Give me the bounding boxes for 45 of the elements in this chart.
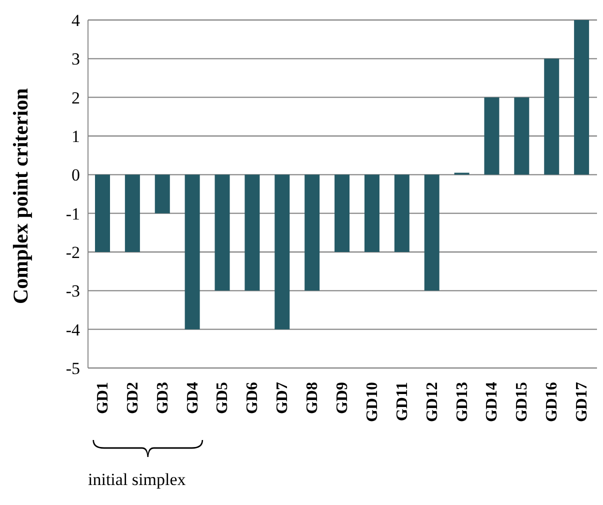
y-tick-label: 2 — [72, 88, 80, 108]
x-tick-label: GD16 — [544, 382, 561, 422]
bar — [574, 20, 590, 175]
x-tick-label: GD6 — [244, 382, 262, 414]
bar — [124, 174, 140, 252]
y-axis-title: Complex point criterion — [8, 88, 32, 304]
y-tick-label: -5 — [66, 359, 80, 378]
y-tick-label: -2 — [66, 243, 80, 262]
y-tick-label: 0 — [72, 166, 80, 185]
x-tick-label: GD4 — [184, 382, 202, 414]
x-tick-label: GD5 — [214, 382, 232, 414]
x-tick-label: GD13 — [454, 382, 471, 422]
y-tick-label: -4 — [66, 320, 80, 340]
bar — [274, 174, 290, 330]
x-tick-label: GD12 — [424, 382, 441, 422]
x-tick-label: GD2 — [124, 382, 142, 414]
bar — [484, 97, 500, 175]
bar — [394, 174, 410, 252]
x-tick-label: GD1 — [94, 382, 112, 414]
x-tick-label: GD3 — [154, 382, 172, 414]
bar — [304, 174, 320, 291]
x-tick-label: GD11 — [394, 382, 411, 422]
bar — [214, 174, 230, 291]
x-tick-label: GD9 — [334, 382, 351, 414]
text: initial simplex — [88, 470, 186, 489]
bar — [514, 97, 530, 175]
bar — [334, 174, 350, 252]
x-tick-label: GD7 — [274, 382, 292, 414]
y-tick-label: 1 — [72, 127, 80, 146]
x-tick-label: GD10 — [364, 382, 381, 422]
y-tick-label: 3 — [72, 50, 80, 69]
x-tick-label: GD14 — [484, 382, 501, 422]
x-tick-label: GD8 — [304, 382, 322, 414]
bar — [184, 174, 200, 330]
bar — [95, 174, 110, 252]
bar — [424, 174, 440, 291]
x-tick-label: GD15 — [514, 382, 531, 422]
bar — [154, 174, 170, 214]
x-tick-label: GD17 — [574, 382, 591, 422]
bar — [244, 174, 260, 291]
bar — [544, 58, 560, 175]
bar — [364, 174, 380, 252]
y-tick-label: -1 — [66, 204, 80, 224]
y-tick-label: 4 — [72, 11, 80, 30]
y-tick-label: -3 — [66, 282, 80, 301]
